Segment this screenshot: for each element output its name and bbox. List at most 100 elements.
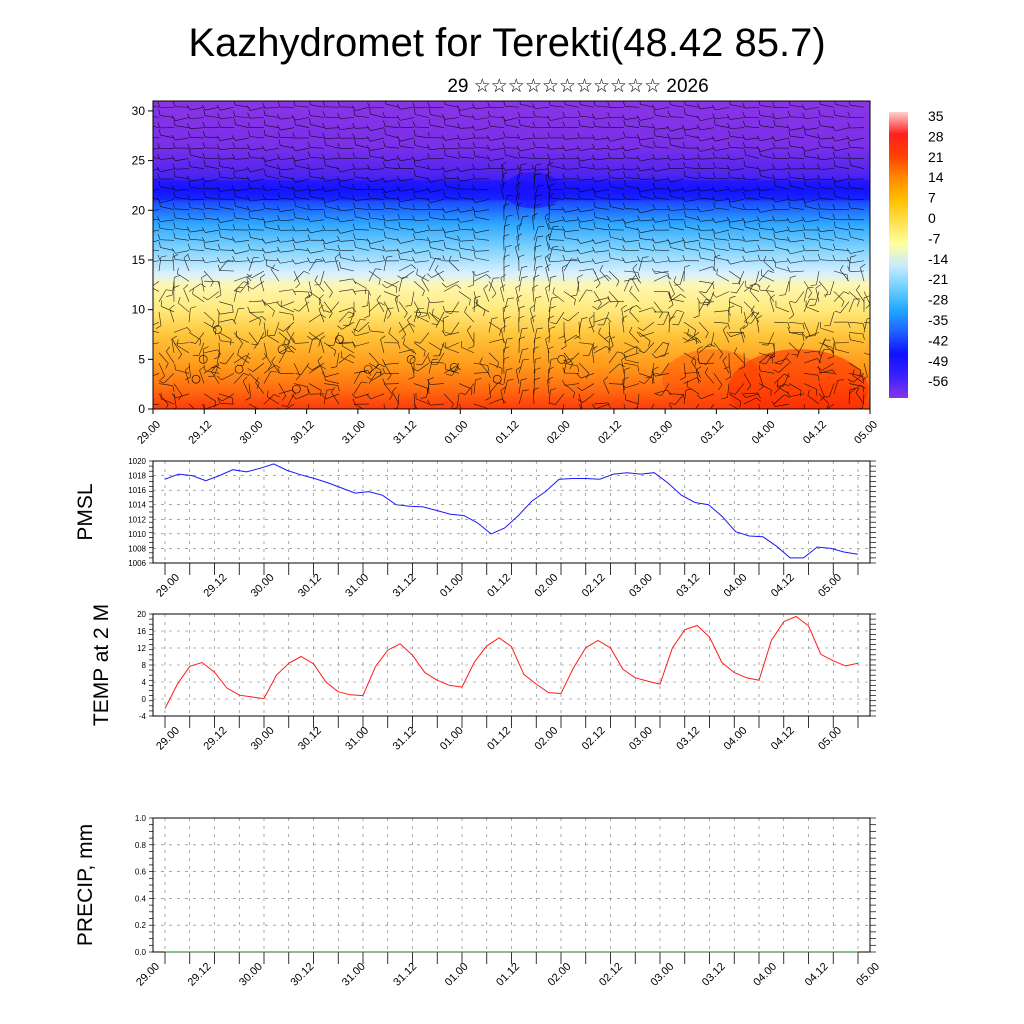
wind-barb-staff <box>773 383 784 395</box>
wind-barb-staff <box>670 127 685 132</box>
wind-barb-feather <box>849 333 851 340</box>
wind-barb-staff <box>520 103 535 108</box>
wind-barb-feather <box>475 378 482 381</box>
wind-barb-staff <box>698 299 706 313</box>
wind-barb-feather <box>248 231 251 238</box>
wind-barb-feather <box>562 111 566 118</box>
wind-barb-feather <box>322 122 326 129</box>
wind-barb-staff <box>790 270 805 273</box>
wind-barb-staff <box>280 136 295 139</box>
wind-barb-staff <box>505 154 520 159</box>
wind-barb-feather <box>758 191 761 198</box>
wind-barb-feather <box>441 343 447 349</box>
wind-barb-feather <box>801 197 806 203</box>
wind-barb-staff <box>177 273 190 282</box>
wind-barb-staff <box>715 188 730 192</box>
wind-barb-feather <box>537 235 544 238</box>
wind-barb-feather <box>651 104 656 111</box>
wind-barb-feather <box>788 171 791 178</box>
wind-barb-feather <box>457 223 461 230</box>
wind-barb-feather <box>203 364 206 371</box>
wind-barb-staff <box>640 196 655 200</box>
wind-barb-feather <box>217 153 221 160</box>
calm-wind-circle <box>277 345 287 354</box>
wind-barb-staff <box>621 308 625 323</box>
wind-barb-feather <box>697 215 701 222</box>
wind-barb-staff <box>668 403 673 409</box>
wind-barb-feather <box>445 312 452 314</box>
wind-barb-staff <box>175 137 190 141</box>
wind-barb-feather <box>216 135 221 141</box>
wind-barb-staff <box>340 229 355 234</box>
wind-barb-feather <box>266 390 269 397</box>
wind-barb-feather <box>306 227 311 234</box>
wind-barb-feather <box>231 236 236 243</box>
wind-barb-staff <box>436 352 445 366</box>
wind-barb-staff <box>308 332 321 342</box>
wind-barb-feather <box>412 349 417 355</box>
wind-barb-staff <box>205 196 220 200</box>
wind-barb-staff <box>323 390 328 405</box>
wind-barb-feather <box>502 339 507 345</box>
wind-barb-feather <box>832 204 836 210</box>
wind-barb-feather <box>815 284 821 289</box>
wind-barb-feather <box>396 115 401 121</box>
wind-barb-staff <box>547 164 550 179</box>
wind-barb-staff <box>355 199 370 201</box>
wind-barb-feather <box>719 353 723 359</box>
wind-barb-staff <box>803 373 818 376</box>
wind-barb-staff <box>367 291 370 306</box>
wind-barb-staff <box>242 352 250 366</box>
wind-barb-staff <box>505 105 520 108</box>
wind-barb-feather <box>338 180 341 187</box>
wind-barb-feather <box>728 233 731 240</box>
wind-barb-staff <box>220 311 235 315</box>
wind-barb-feather <box>504 223 511 227</box>
wind-barb-feather <box>726 196 731 203</box>
wind-barb-feather <box>187 254 191 261</box>
wind-barb-feather <box>786 248 791 255</box>
wind-barb-feather <box>593 201 596 208</box>
wind-barb-staff <box>815 288 820 302</box>
wind-barb-staff <box>760 175 775 180</box>
wind-barb-staff <box>562 403 565 409</box>
wind-barb-staff <box>475 229 490 234</box>
wind-barb-staff <box>220 249 235 251</box>
wind-barb-staff <box>280 168 295 171</box>
wind-barb-feather <box>291 177 296 183</box>
wind-barb-staff <box>790 177 805 180</box>
wind-barb-staff <box>248 403 259 409</box>
calm-wind-circle <box>234 364 244 374</box>
wind-barb-staff <box>603 380 610 394</box>
wind-barb-staff <box>664 342 670 357</box>
wind-barb-staff <box>580 158 595 162</box>
wind-barb-feather <box>397 275 403 280</box>
wind-barb-feather <box>652 244 656 251</box>
wind-barb-feather <box>281 395 287 401</box>
wind-barb-staff <box>848 332 863 335</box>
wind-barb-staff <box>295 165 310 169</box>
wind-barb-feather <box>817 226 821 232</box>
wind-barb-staff <box>190 239 205 241</box>
wind-barb-staff <box>655 240 670 244</box>
wind-barb-feather <box>768 356 775 360</box>
wind-barb-staff <box>475 209 490 213</box>
wind-barb-feather <box>771 257 776 263</box>
cross-x-tick-label: 30.12 <box>289 419 317 447</box>
wind-barb-staff <box>341 345 355 354</box>
wind-barb-feather <box>728 221 731 228</box>
wind-barb-staff <box>686 386 700 395</box>
wind-barb-staff <box>743 373 752 386</box>
wind-barb-staff <box>516 298 520 312</box>
wind-barb-staff <box>670 144 685 149</box>
wind-barb-feather <box>516 294 523 299</box>
wind-barb-feather <box>865 303 870 309</box>
wind-barb-feather <box>765 285 770 291</box>
wind-barb-staff <box>501 175 505 190</box>
wind-barb-staff <box>775 125 790 129</box>
wind-barb-staff <box>640 209 655 214</box>
wind-barb-feather <box>552 287 555 294</box>
wind-barb-staff <box>278 383 287 396</box>
wind-barb-staff <box>790 250 805 255</box>
wind-barb-feather <box>306 257 311 263</box>
